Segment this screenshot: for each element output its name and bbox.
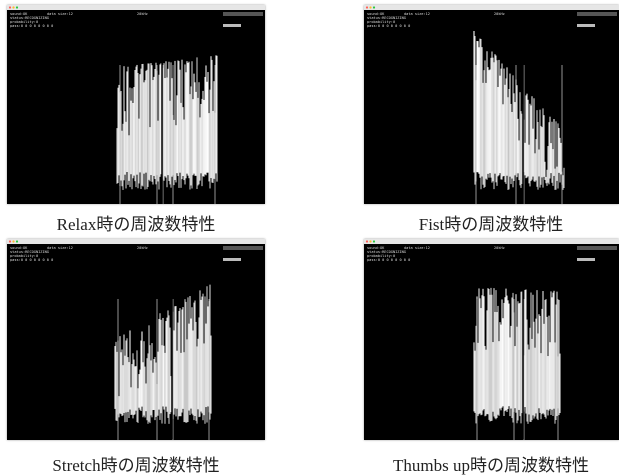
caption: Thumbs up時の周波数特性 [393, 456, 589, 475]
status-text: pass:0 0 0 0 0 0 0 0 [10, 258, 53, 262]
status-text: status:RECOGNIZING [367, 16, 406, 20]
widget [577, 24, 595, 27]
status-text: probability:0 [367, 20, 395, 24]
title-bar [364, 239, 619, 244]
window-button [365, 6, 369, 9]
widget [223, 12, 263, 16]
status-text: pass:0 0 0 0 0 0 0 0 [367, 24, 410, 28]
window-button [15, 6, 19, 9]
window-button [8, 6, 12, 9]
window-button [369, 6, 372, 9]
spectrum-view: sound:OK data size:12 20kHz status:RECOGNIZ… [364, 5, 619, 204]
app-window: sound:OK data size:12 20kHz status:RECOGNIZ… [7, 239, 265, 440]
window-button [15, 240, 19, 243]
status-text: status:RECOGNIZING [10, 16, 49, 20]
status-text: probability:0 [10, 254, 38, 258]
status-text: 20kHz [494, 12, 505, 16]
status-text: pass:0 0 0 0 0 0 0 0 [367, 258, 410, 262]
window-button [369, 240, 372, 243]
status-text: sound:OK [367, 246, 385, 250]
status-text: data size:12 [47, 246, 73, 250]
status-text: pass:0 0 0 0 0 0 0 0 [10, 24, 53, 28]
widget [223, 258, 241, 261]
caption: Relax時の周波数特性 [56, 215, 216, 234]
title-bar [364, 5, 619, 10]
caption: Stretch時の周波数特性 [52, 456, 220, 475]
status-text: status:RECOGNIZING [367, 250, 406, 254]
status-text: sound:OK [10, 246, 28, 250]
status-text: status:RECOGNIZING [10, 250, 49, 254]
status-text: sound:OK [10, 12, 28, 16]
status-text: sound:OK [367, 12, 385, 16]
status-text: probability:0 [10, 20, 38, 24]
spectrum-view: sound:OK data size:12 20kHz status:RECOGNIZ… [364, 239, 619, 440]
status-text: 20kHz [137, 246, 148, 250]
widget [223, 24, 241, 27]
window-button [372, 6, 376, 9]
widget [577, 246, 617, 250]
widget [223, 246, 263, 250]
window-button [12, 6, 15, 9]
status-text: data size:12 [404, 12, 430, 16]
app-window: sound:OK data size:12 20kHz status:RECOGNIZ… [364, 239, 619, 440]
spectrum-view: sound:OK data size:12 20kHz status:RECOGNIZ… [7, 239, 265, 440]
app-window: sound:OK data size:12 20kHz status:RECOGNIZ… [7, 5, 265, 204]
app-window: sound:OK data size:12 20kHz status:RECOGNIZ… [364, 5, 619, 204]
widget [577, 258, 595, 261]
title-bar [7, 5, 265, 10]
status-text: probability:0 [367, 254, 395, 258]
widget [577, 12, 617, 16]
window-button [372, 240, 376, 243]
status-text: 20kHz [137, 12, 148, 16]
spectrum-view: sound:OK data size:12 20kHz status:RECOGNIZ… [7, 5, 265, 204]
status-text: data size:12 [404, 246, 430, 250]
status-text: data size:12 [47, 12, 73, 16]
window-button [365, 240, 369, 243]
status-text: 20kHz [494, 246, 505, 250]
window-button [8, 240, 12, 243]
title-bar [7, 239, 265, 244]
window-button [12, 240, 15, 243]
caption: Fist時の周波数特性 [418, 215, 564, 234]
